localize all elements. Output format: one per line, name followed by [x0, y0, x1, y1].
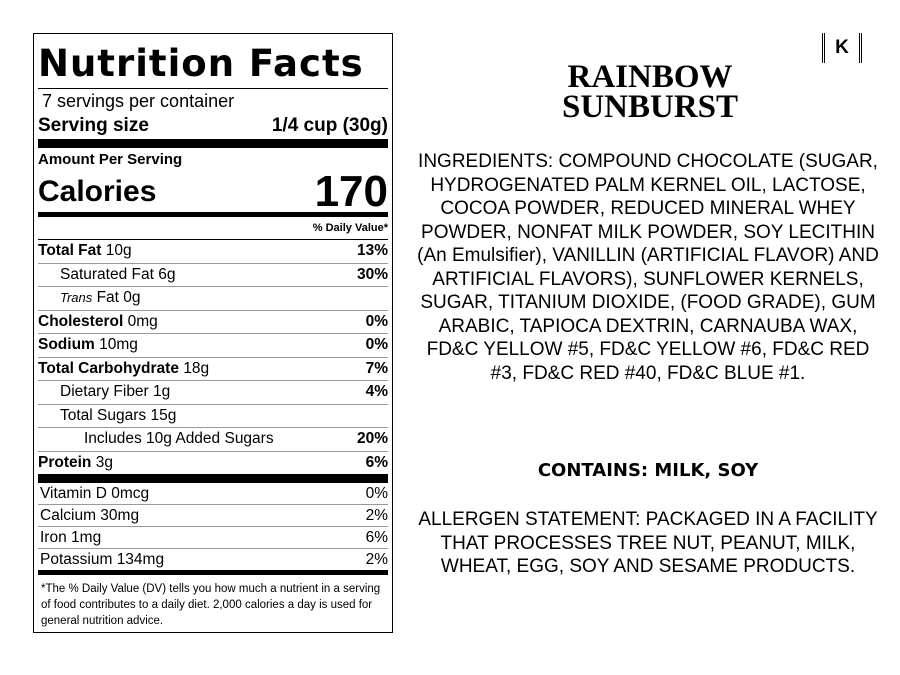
nutrient-amount: 0mg	[127, 312, 158, 330]
divider	[38, 474, 388, 483]
nutrient-amount: 10mg	[99, 336, 138, 353]
serving-size-value: 1/4 cup (30g)	[271, 115, 388, 136]
nutrient: Cholesterol 0mg	[38, 311, 158, 334]
divider	[38, 88, 388, 89]
vitamin: Calcium 30mg	[40, 505, 139, 526]
allergen-statement: ALLERGEN STATEMENT: PACKAGED IN A FACILI…	[418, 509, 878, 577]
nutrient: Dietary Fiber 1g	[38, 381, 170, 404]
calories-label: Calories	[38, 175, 157, 208]
divider	[38, 212, 388, 217]
vitamin-row: Vitamin D 0mcg 0%	[38, 483, 388, 504]
vitamin-name: Calcium	[40, 507, 96, 524]
product-title: RAINBOW SUNBURST	[500, 59, 800, 125]
amount-per-serving: Amount Per Serving	[38, 151, 183, 168]
nutrient: Total Sugars 15g	[38, 405, 176, 428]
vitamin-dv: 0%	[365, 485, 388, 502]
serving-size-label: Serving size	[38, 115, 149, 136]
nutrient-amount: 18g	[183, 359, 210, 377]
divider	[38, 139, 388, 148]
nutrient: Sodium 10mg	[38, 334, 138, 357]
title-line: SUNBURST	[561, 89, 739, 125]
nutrient-amount: 3g	[95, 453, 113, 471]
vitamin-list: Vitamin D 0mcg 0% Calcium 30mg 2% Iron 1mg 6%…	[38, 483, 388, 570]
nutrient-name: Saturated Fat	[60, 265, 154, 283]
nutrient-name: Dietary Fiber	[60, 383, 149, 400]
vitamin-amount: 0mcg	[111, 485, 150, 502]
nutrient: Includes 10g Added Sugars	[38, 428, 274, 451]
nutrient-row: Trans Fat 0g	[38, 286, 388, 310]
vitamin-row: Iron 1mg 6%	[38, 526, 388, 548]
nutrient-list: Total Fat 10g 13% Saturated Fat 6g 30% Trans…	[38, 239, 388, 474]
nutrient-row: Total Fat 10g 13%	[38, 239, 388, 263]
ingredients: INGREDIENTS: COMPOUND CHOCOLATE (SUGAR, …	[417, 151, 879, 384]
serving-size: Serving size 1/4 cup (30g)	[38, 113, 388, 139]
vitamin-amount: 134mg	[116, 551, 165, 568]
vitamin-row: Calcium 30mg 2%	[38, 504, 388, 526]
nutrient-row: Total Sugars 15g	[38, 403, 388, 428]
divider	[38, 570, 388, 575]
nutrient-dv: 7%	[365, 359, 388, 377]
vitamin-dv: 6%	[365, 529, 388, 546]
nutrient-row: Includes 10g Added Sugars 20%	[38, 427, 388, 451]
nutrient: Saturated Fat 6g	[38, 264, 175, 287]
nutrient-dv: 0%	[365, 312, 388, 330]
nutrient: Trans Fat 0g	[38, 287, 141, 310]
nutrient: Total Fat 10g	[38, 240, 132, 263]
nutrient-name: Total Carbohydrate	[38, 359, 179, 377]
vitamin-dv: 2%	[365, 551, 388, 568]
contains: CONTAINS: MILK, SOY	[537, 460, 759, 481]
calories-value: 170	[314, 167, 388, 216]
vitamin: Potassium 134mg	[40, 549, 164, 570]
nutrient-dv: 4%	[365, 383, 388, 400]
nutrient-amount: 1g	[153, 383, 171, 400]
servings: 7 servings per container	[42, 91, 235, 111]
footnote: *The % Daily Value (DV) tells you how mu…	[41, 583, 381, 627]
nutrition-label: Nutrition Facts 7 servings per container…	[33, 33, 393, 633]
vitamin-amount: 1mg	[71, 529, 102, 546]
nutrient-amount: 15g	[150, 406, 177, 424]
nutrient-name: Total Fat	[38, 242, 102, 259]
nutrient-dv: 6%	[365, 453, 388, 471]
nutrient-name: Includes 10g Added Sugars	[84, 430, 274, 447]
kosher-symbol: K	[822, 33, 862, 63]
nutrient-dv: 20%	[356, 430, 388, 447]
nutrient-dv: 0%	[365, 336, 388, 353]
nutrient-row: Dietary Fiber 1g 4%	[38, 380, 388, 404]
nutrient-name: Sodium	[38, 336, 95, 353]
nutrient-name: Total Sugars	[60, 406, 147, 424]
nutrient-row: Protein 3g 6%	[38, 450, 388, 475]
vitamin-name: Potassium	[40, 551, 113, 568]
nutrient-amount: 6g	[158, 265, 176, 283]
nutrient-dv: 13%	[356, 242, 388, 259]
dv-header: % Daily Value*	[312, 222, 388, 234]
nutrient-row: Saturated Fat 6g 30%	[38, 262, 388, 287]
nutrient-amount: 0g	[123, 289, 141, 306]
vitamin: Vitamin D 0mcg	[40, 483, 149, 504]
nutrient-prefix: Trans	[60, 290, 93, 305]
vitamin-row: Potassium 134mg 2%	[38, 548, 388, 570]
nutrient-row: Total Carbohydrate 18g 7%	[38, 356, 388, 381]
nutrient-amount: 10g	[105, 242, 132, 259]
nutrient-name: Protein	[38, 453, 92, 471]
vitamin-amount: 30mg	[100, 507, 140, 524]
nutrient-name: Fat	[96, 289, 119, 306]
vitamin: Iron 1mg	[40, 527, 101, 548]
nutrient-name: Cholesterol	[38, 312, 124, 330]
vitamin-name: Iron	[40, 529, 67, 546]
nutrient-row: Sodium 10mg 0%	[38, 333, 388, 357]
vitamin-name: Vitamin D	[40, 485, 107, 502]
nutrient-row: Cholesterol 0mg 0%	[38, 309, 388, 334]
nutrient: Total Carbohydrate 18g	[38, 358, 209, 381]
label-title: Nutrition Facts	[38, 42, 364, 85]
vitamin-dv: 2%	[365, 507, 388, 524]
nutrient: Protein 3g	[38, 452, 113, 475]
nutrient-dv: 30%	[356, 265, 388, 283]
calories: Calories 170	[38, 167, 388, 216]
title-line: RAINBOW	[567, 59, 733, 95]
